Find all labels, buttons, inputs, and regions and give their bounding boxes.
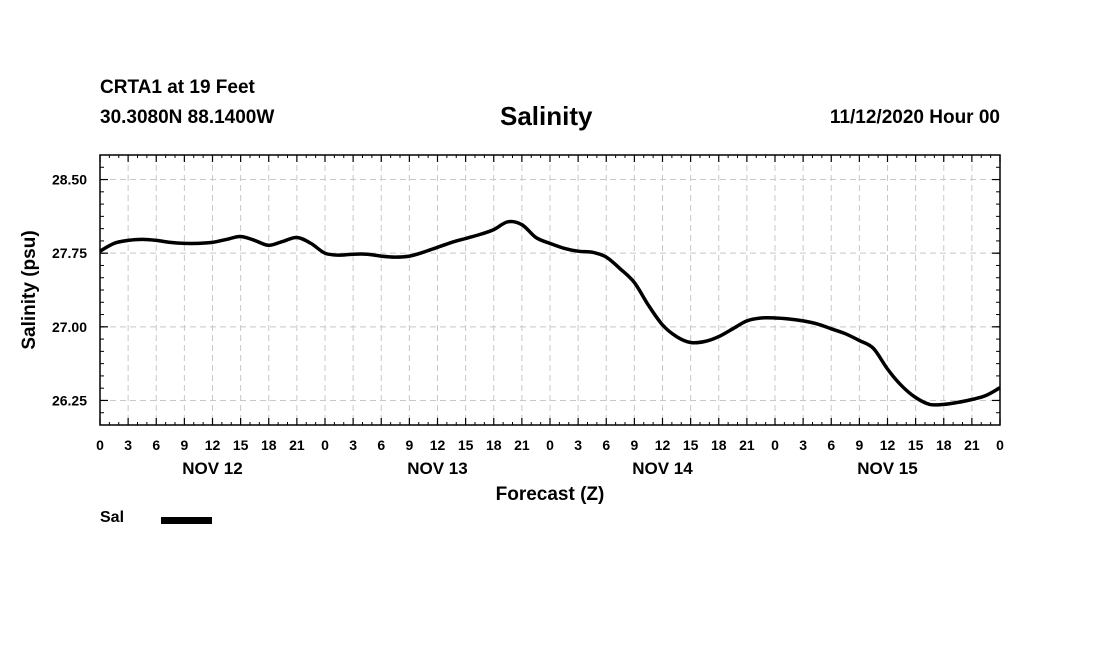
x-tick-label: 9 [180, 437, 188, 453]
x-tick-label: 9 [405, 437, 413, 453]
x-tick-label: 18 [936, 437, 952, 453]
x-tick-label: 6 [602, 437, 610, 453]
x-tick-label: 6 [827, 437, 835, 453]
x-tick-label: 15 [908, 437, 924, 453]
day-label: NOV 13 [407, 459, 467, 478]
x-tick-label: 21 [739, 437, 755, 453]
x-tick-label: 0 [771, 437, 779, 453]
x-tick-label: 3 [799, 437, 807, 453]
x-tick-label: 0 [996, 437, 1004, 453]
station-label: CRTA1 at 19 Feet [100, 77, 255, 98]
x-tick-label: 12 [205, 437, 221, 453]
x-tick-label: 12 [880, 437, 896, 453]
chart-title: Salinity [500, 101, 593, 131]
day-label: NOV 15 [857, 459, 917, 478]
x-tick-label: 3 [574, 437, 582, 453]
x-tick-label: 21 [289, 437, 305, 453]
x-tick-label: 18 [261, 437, 277, 453]
x-tick-label: 9 [630, 437, 638, 453]
x-tick-label: 3 [124, 437, 132, 453]
day-label: NOV 14 [632, 459, 693, 478]
forecast-timestamp: 11/12/2020 Hour 00 [829, 107, 1000, 128]
x-tick-label: 15 [233, 437, 249, 453]
y-tick-label: 27.00 [52, 319, 87, 335]
legend-label: Sal [100, 509, 125, 526]
x-axis-label: Forecast (Z) [496, 484, 605, 505]
x-tick-label: 0 [546, 437, 554, 453]
y-tick-label: 27.75 [52, 245, 87, 261]
legend-swatch [161, 517, 212, 524]
axis-ticks: 0 3 6 9 12 15 18 21 0 3 6 9 12 15 18 21 0 3 6 9 12 15 18 21 0 3 6 9… [52, 155, 1004, 478]
x-tick-label: 6 [377, 437, 385, 453]
y-axis-label: Salinity (psu) [19, 230, 40, 349]
x-tick-label: 18 [711, 437, 727, 453]
day-label: NOV 12 [182, 459, 242, 478]
x-tick-label: 12 [430, 437, 446, 453]
grid-lines [100, 155, 1000, 425]
x-tick-label: 15 [683, 437, 699, 453]
x-tick-label: 6 [152, 437, 160, 453]
x-tick-label: 12 [655, 437, 671, 453]
x-tick-label: 21 [964, 437, 980, 453]
x-tick-label: 0 [96, 437, 104, 453]
coordinates-label: 30.3080N 88.1400W [100, 107, 275, 128]
x-tick-label: 9 [855, 437, 863, 453]
x-tick-label: 0 [321, 437, 329, 453]
x-tick-label: 21 [514, 437, 530, 453]
series-line-sal [99, 219, 1001, 407]
x-tick-label: 3 [349, 437, 357, 453]
series-layer [99, 219, 1001, 407]
y-tick-label: 26.25 [52, 392, 87, 408]
y-tick-label: 28.50 [52, 172, 87, 188]
x-tick-label: 18 [486, 437, 502, 453]
x-tick-label: 15 [458, 437, 474, 453]
